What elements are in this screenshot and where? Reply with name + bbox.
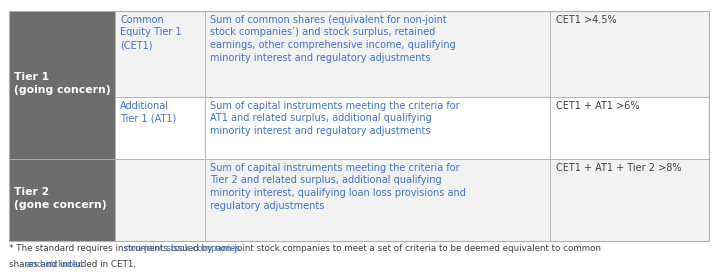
Text: and included: and included xyxy=(27,260,83,269)
Bar xyxy=(549,11,709,97)
Bar xyxy=(9,11,709,241)
Text: Sum of capital instruments meeting the criteria for
AT1 and related surplus, add: Sum of capital instruments meeting the c… xyxy=(210,101,460,136)
Text: Sum of capital instruments meeting the criteria for
Tier 2 and related surplus, : Sum of capital instruments meeting the c… xyxy=(210,163,466,211)
Bar xyxy=(549,159,709,241)
Text: Common
Equity Tier 1
(CET1): Common Equity Tier 1 (CET1) xyxy=(120,15,182,50)
Bar xyxy=(115,97,205,159)
Text: CET1 + AT1 >6%: CET1 + AT1 >6% xyxy=(556,101,640,111)
Text: Sum of common shares (equivalent for non-joint
stock companies’) and stock surpl: Sum of common shares (equivalent for non… xyxy=(210,15,456,63)
Text: Tier 1
(going concern): Tier 1 (going concern) xyxy=(14,72,111,95)
Bar xyxy=(205,11,549,97)
Text: Tier 2
(gone concern): Tier 2 (gone concern) xyxy=(14,187,106,210)
Text: CET1 + AT1 + Tier 2 >8%: CET1 + AT1 + Tier 2 >8% xyxy=(556,163,681,173)
Bar xyxy=(9,159,115,241)
Bar xyxy=(115,11,205,97)
Bar xyxy=(115,159,205,241)
Bar xyxy=(205,97,549,159)
Text: non-joint stock companies: non-joint stock companies xyxy=(125,244,240,253)
Text: Additional
Tier 1 (AT1): Additional Tier 1 (AT1) xyxy=(120,101,177,123)
Bar xyxy=(205,159,549,241)
Bar xyxy=(9,11,115,159)
Text: CET1 >4.5%: CET1 >4.5% xyxy=(556,15,617,25)
Bar xyxy=(549,97,709,159)
Text: * The standard requires instruments issued by non-joint stock companies to meet : * The standard requires instruments issu… xyxy=(9,244,601,253)
Text: shares and included in CET1.: shares and included in CET1. xyxy=(9,260,136,269)
